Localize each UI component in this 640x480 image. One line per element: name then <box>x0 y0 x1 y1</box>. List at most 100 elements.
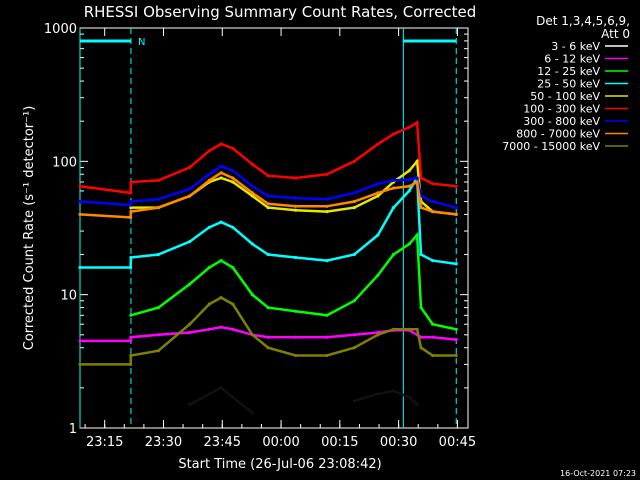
data-point <box>231 395 235 399</box>
data-point <box>407 178 411 182</box>
data-point <box>352 206 356 210</box>
data-point <box>188 282 192 286</box>
data-point <box>352 399 356 403</box>
y-axis-label: Corrected Count Rate (s⁻¹ detector⁻¹) <box>22 106 37 351</box>
data-point <box>454 184 458 188</box>
y-tick-label: 100 <box>52 155 77 170</box>
data-point <box>454 338 458 342</box>
data-point <box>219 176 223 180</box>
timestamp: 16-Oct-2021 07:23 <box>560 469 636 478</box>
flag-marker-label: N <box>138 37 145 48</box>
data-point <box>207 265 211 270</box>
data-point <box>431 353 435 358</box>
data-point <box>78 339 82 343</box>
data-point <box>415 402 419 407</box>
data-point <box>156 178 160 182</box>
data-point <box>431 182 435 186</box>
data-point <box>325 335 329 339</box>
data-point <box>188 165 192 169</box>
x-tick-label: 23:30 <box>145 435 182 450</box>
legend-item-label: 7000 - 15000 keV <box>502 140 600 153</box>
data-point <box>129 199 133 204</box>
data-point <box>391 186 396 190</box>
data-point <box>376 233 380 237</box>
data-point <box>219 142 223 146</box>
data-point <box>129 339 133 343</box>
y-tick-label: 1 <box>69 422 77 437</box>
data-point <box>391 327 396 331</box>
data-point <box>129 215 133 219</box>
series-300-800keV <box>78 164 458 210</box>
data-point <box>294 196 298 200</box>
series-line <box>79 120 457 195</box>
data-point <box>391 178 396 182</box>
data-point <box>454 206 458 210</box>
data-point <box>325 313 329 317</box>
data-point <box>415 233 419 237</box>
data-point <box>219 296 223 300</box>
data-point <box>129 265 133 270</box>
legend-item-label: 6 - 12 keV <box>544 53 600 66</box>
x-axis-label: Start Time (26-Jul-06 23:08:42) <box>178 457 381 472</box>
series-line <box>80 173 457 269</box>
data-point <box>207 302 211 306</box>
data-point <box>376 392 380 396</box>
data-point <box>391 206 396 210</box>
data-point <box>219 164 223 168</box>
data-point <box>231 327 235 331</box>
data-point <box>266 206 270 210</box>
data-point <box>156 306 160 310</box>
data-point <box>207 149 211 153</box>
data-point <box>207 327 211 331</box>
data-point <box>188 240 192 244</box>
x-tick-label: 23:15 <box>86 435 123 450</box>
y-tick-label: 10 <box>60 289 77 304</box>
data-point <box>78 212 82 216</box>
data-point <box>376 273 380 277</box>
data-point <box>78 265 82 270</box>
legend-item-label: 12 - 25 keV <box>537 65 600 78</box>
data-point <box>219 325 223 329</box>
data-point <box>415 327 419 331</box>
data-point <box>129 335 133 339</box>
data-point <box>391 132 396 136</box>
data-point <box>250 293 254 297</box>
data-point <box>188 330 192 335</box>
legend-item-label: 50 - 100 keV <box>530 90 600 103</box>
x-tick-label: 00:30 <box>380 435 417 450</box>
plot-frame <box>79 27 469 429</box>
legend-header-line-1: Det 1,3,4,5,6,9, <box>536 14 630 28</box>
data-point <box>431 335 435 339</box>
data-point <box>294 176 298 180</box>
x-tick-label: 23:45 <box>204 435 241 450</box>
data-point <box>454 353 458 358</box>
series-3-6keV <box>188 386 419 415</box>
data-point <box>352 333 356 337</box>
data-point <box>129 210 133 214</box>
legend-item-label: 800 - 7000 keV <box>516 128 600 141</box>
data-point <box>188 322 192 326</box>
data-point <box>454 212 458 216</box>
data-point <box>231 146 235 150</box>
legend-item-label: 25 - 50 keV <box>537 78 600 91</box>
series-line <box>130 231 457 331</box>
data-point <box>325 210 329 214</box>
data-point <box>407 395 411 399</box>
data-point <box>188 194 192 198</box>
x-tick-label: 00:15 <box>321 435 358 450</box>
data-point <box>407 189 411 193</box>
data-point <box>415 180 419 184</box>
data-point <box>231 169 235 173</box>
data-point <box>376 333 380 337</box>
data-point <box>250 333 254 337</box>
data-point <box>266 306 270 310</box>
data-point <box>415 159 419 163</box>
data-point <box>188 402 192 407</box>
data-point <box>419 206 423 210</box>
data-point <box>352 252 356 257</box>
data-point <box>391 252 396 257</box>
data-point <box>266 202 270 206</box>
data-point <box>325 197 329 201</box>
data-point <box>129 206 133 210</box>
